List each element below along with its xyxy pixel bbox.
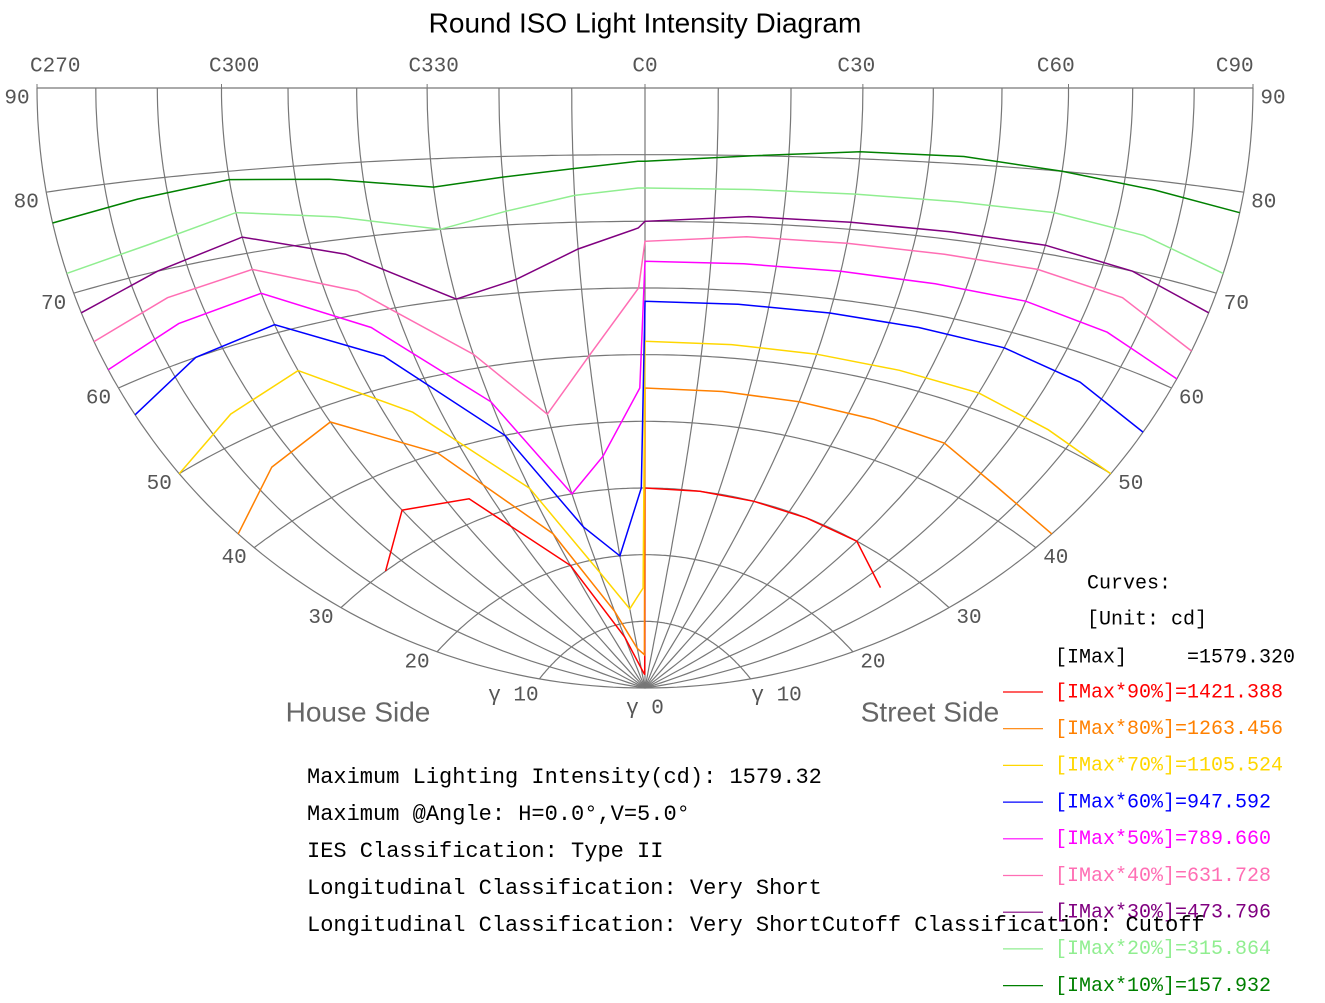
y-tick-label: γ 10 bbox=[488, 684, 538, 707]
y-tick-label: 80 bbox=[14, 192, 39, 215]
legend-label: [IMax*10%]=157.932 bbox=[1055, 975, 1271, 998]
legend-label: [IMax*70%]=1105.524 bbox=[1055, 755, 1283, 778]
grid-radial bbox=[156, 87, 646, 689]
y-tick-label: γ 0 bbox=[626, 698, 664, 721]
iso-curve bbox=[107, 260, 1178, 496]
grid-radial bbox=[644, 87, 1254, 689]
chart-title: Round ISO Light Intensity Diagram bbox=[429, 7, 862, 38]
annotation: Street Side bbox=[861, 696, 1000, 727]
annotation: House Side bbox=[286, 696, 431, 727]
x-tick-label: C60 bbox=[1037, 56, 1075, 79]
grid-radial bbox=[287, 87, 646, 689]
x-tick-label: C300 bbox=[209, 56, 259, 79]
iso-curve bbox=[134, 300, 1144, 558]
info-line: Maximum @Angle: H=0.0°,V=5.0° bbox=[307, 802, 690, 827]
info-line: IES Classification: Type II bbox=[307, 839, 663, 864]
grid-radial bbox=[571, 87, 646, 689]
y-tick-label: 50 bbox=[1118, 473, 1143, 496]
y-tick-label: 20 bbox=[404, 651, 429, 674]
x-tick-label: C90 bbox=[1216, 56, 1254, 79]
y-tick-label: 70 bbox=[41, 293, 66, 316]
info-line: Maximum Lighting Intensity(cd): 1579.32 bbox=[307, 765, 822, 790]
y-tick-label: 90 bbox=[1260, 88, 1285, 111]
x-tick-label: C0 bbox=[632, 56, 657, 79]
iso-curve bbox=[80, 215, 1210, 314]
legend-label: [IMax*50%]=789.660 bbox=[1055, 828, 1271, 851]
iso-curve bbox=[93, 236, 1192, 416]
x-tick-label: C30 bbox=[837, 56, 875, 79]
y-tick-label: γ 10 bbox=[751, 684, 801, 707]
iso-curve bbox=[237, 387, 1053, 657]
y-tick-label: 60 bbox=[86, 388, 111, 411]
grid-radial bbox=[644, 87, 1195, 689]
iso-curve bbox=[178, 340, 1112, 611]
y-tick-label: 90 bbox=[4, 88, 29, 111]
grid-radial bbox=[498, 88, 646, 689]
y-tick-label: 30 bbox=[956, 607, 981, 630]
legend-title: Curves: bbox=[1087, 572, 1171, 595]
y-tick-label: 60 bbox=[1179, 388, 1204, 411]
x-tick-label: C270 bbox=[30, 56, 80, 79]
legend-label: [IMax*30%]=473.796 bbox=[1055, 901, 1271, 924]
y-tick-label: 30 bbox=[308, 607, 333, 630]
iso-curve bbox=[66, 187, 1224, 275]
legend-label: [IMax*60%]=947.592 bbox=[1055, 791, 1271, 814]
legend-unit: [Unit: cd] bbox=[1087, 608, 1207, 631]
grid-radial bbox=[644, 87, 1134, 689]
legend-label: [IMax*20%]=315.864 bbox=[1055, 938, 1271, 961]
y-tick-label: 40 bbox=[1043, 547, 1068, 570]
y-tick-label: 40 bbox=[222, 547, 247, 570]
iso-curve bbox=[384, 487, 882, 676]
legend-label: [IMax*80%]=1263.456 bbox=[1055, 718, 1283, 741]
y-tick-label: 50 bbox=[147, 473, 172, 496]
legend-label: [IMax*40%]=631.728 bbox=[1055, 865, 1271, 888]
y-tick-label: 70 bbox=[1224, 293, 1249, 316]
legend-max: [IMax] =1579.320 bbox=[1055, 646, 1295, 669]
y-tick-label: 80 bbox=[1251, 192, 1276, 215]
info-line: Longitudinal Classification: Very ShortC… bbox=[307, 913, 1205, 938]
grid-radial bbox=[36, 87, 646, 689]
legend-label: [IMax*90%]=1421.388 bbox=[1055, 681, 1283, 704]
iso-curve bbox=[52, 151, 1240, 224]
grid-radial bbox=[356, 88, 646, 689]
y-tick-label: 20 bbox=[860, 651, 885, 674]
grid-radial bbox=[95, 87, 646, 689]
x-tick-label: C330 bbox=[408, 56, 458, 79]
info-line: Longitudinal Classification: Very Short bbox=[307, 876, 822, 901]
